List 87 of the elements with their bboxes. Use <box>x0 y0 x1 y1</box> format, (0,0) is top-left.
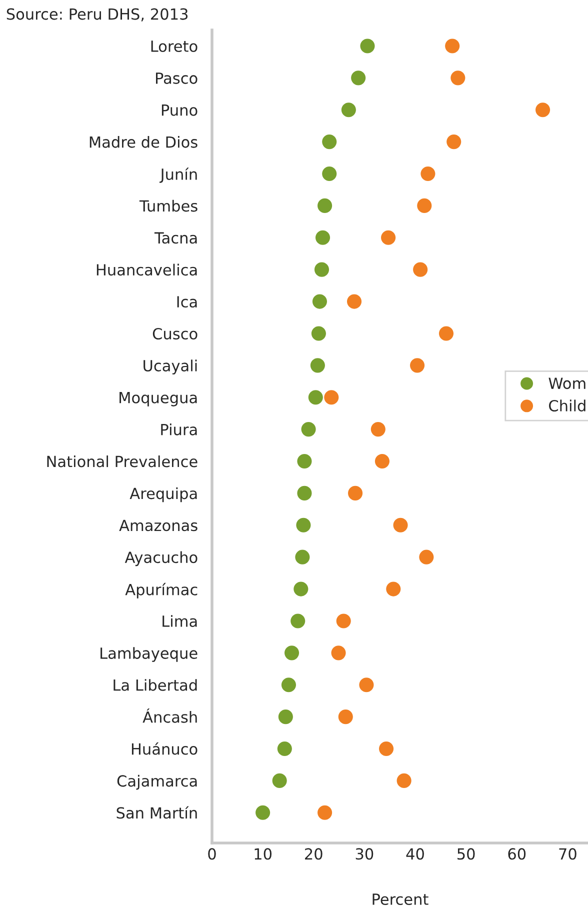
y-tick-label: Junín <box>160 168 197 183</box>
point <box>297 454 312 469</box>
y-tick-label: Piura <box>161 424 197 436</box>
point <box>393 518 408 532</box>
x-tick-label: 40 <box>406 848 424 860</box>
y-tick-label: Áncash <box>142 708 197 723</box>
point <box>338 710 353 724</box>
y-tick-label: San Martín <box>116 806 197 819</box>
point <box>294 582 308 596</box>
y-tick-label: Lima <box>162 615 197 628</box>
point <box>336 614 351 628</box>
point <box>324 390 339 405</box>
point <box>378 741 394 756</box>
point <box>351 70 366 86</box>
point <box>318 198 332 213</box>
point <box>346 294 362 309</box>
legend-label: Wom <box>548 378 586 390</box>
point <box>331 646 346 660</box>
y-tick-label: Lambayeque <box>100 647 198 662</box>
legend-label: Child <box>549 400 586 412</box>
x-tick-label: 30 <box>356 848 374 860</box>
x-tick-label: 10 <box>254 848 272 860</box>
y-tick-label: Huánuco <box>132 742 198 755</box>
y-tick-label: Ucayali <box>144 360 197 374</box>
point <box>410 358 425 373</box>
y-tick-label: Puno <box>162 104 198 116</box>
point <box>370 422 386 437</box>
y-tick-label: Apurímac <box>125 582 198 598</box>
point <box>310 358 325 373</box>
point <box>413 262 428 277</box>
point <box>284 646 300 660</box>
point <box>445 38 460 54</box>
point <box>381 230 396 245</box>
y-tick-label: Cajamarca <box>117 774 197 790</box>
x-tick-label: 50 <box>458 848 475 860</box>
point <box>420 166 436 182</box>
y-tick-label: Ica <box>177 296 197 308</box>
point <box>297 486 312 500</box>
point <box>296 518 311 532</box>
y-tick-label: National Prevalence <box>47 455 198 468</box>
y-tick-label: Ayacucho <box>124 551 198 566</box>
y-tick-label: Huancavelica <box>96 264 197 276</box>
y-tick-label: Madre de Dios <box>90 136 198 148</box>
y-tick-label: Cusco <box>152 328 198 340</box>
point <box>341 102 356 118</box>
y-tick-label: Pasco <box>156 72 198 84</box>
y-tick-label: Tacna <box>154 232 197 244</box>
point <box>281 678 296 692</box>
point <box>348 486 363 500</box>
point <box>438 326 454 341</box>
point <box>322 166 337 182</box>
y-tick-label: Amazonas <box>119 520 198 532</box>
y-tick-label: Moquegua <box>120 392 197 406</box>
point <box>359 678 374 692</box>
point <box>256 805 270 820</box>
point <box>272 773 287 788</box>
point <box>312 294 328 309</box>
point <box>315 230 330 245</box>
point <box>322 134 337 150</box>
point <box>386 582 401 596</box>
x-tick-label: 60 <box>508 848 526 860</box>
x-tick-label: 70 <box>559 848 576 860</box>
point <box>311 326 326 341</box>
point <box>278 710 293 724</box>
point <box>360 38 375 54</box>
point <box>374 454 390 469</box>
point <box>446 134 462 150</box>
point <box>417 198 432 213</box>
point <box>290 614 306 628</box>
point <box>295 550 310 564</box>
point <box>318 805 332 820</box>
point <box>314 262 330 277</box>
point <box>301 422 316 437</box>
point <box>535 102 550 118</box>
y-tick-label: Tumbes <box>139 200 198 212</box>
y-tick-label: La Libertad <box>114 679 197 691</box>
y-tick-label: Loreto <box>151 40 198 52</box>
point <box>396 773 412 788</box>
x-tick-label: 20 <box>305 848 322 860</box>
point <box>308 390 323 405</box>
source-note: Source: Peru DHS, 2013 <box>6 8 188 22</box>
y-tick-label: Arequipa <box>130 487 197 502</box>
x-axis-title: Percent <box>372 894 428 906</box>
x-tick-label: 0 <box>208 848 216 860</box>
point <box>277 741 292 756</box>
point <box>450 70 466 86</box>
point <box>419 550 434 564</box>
